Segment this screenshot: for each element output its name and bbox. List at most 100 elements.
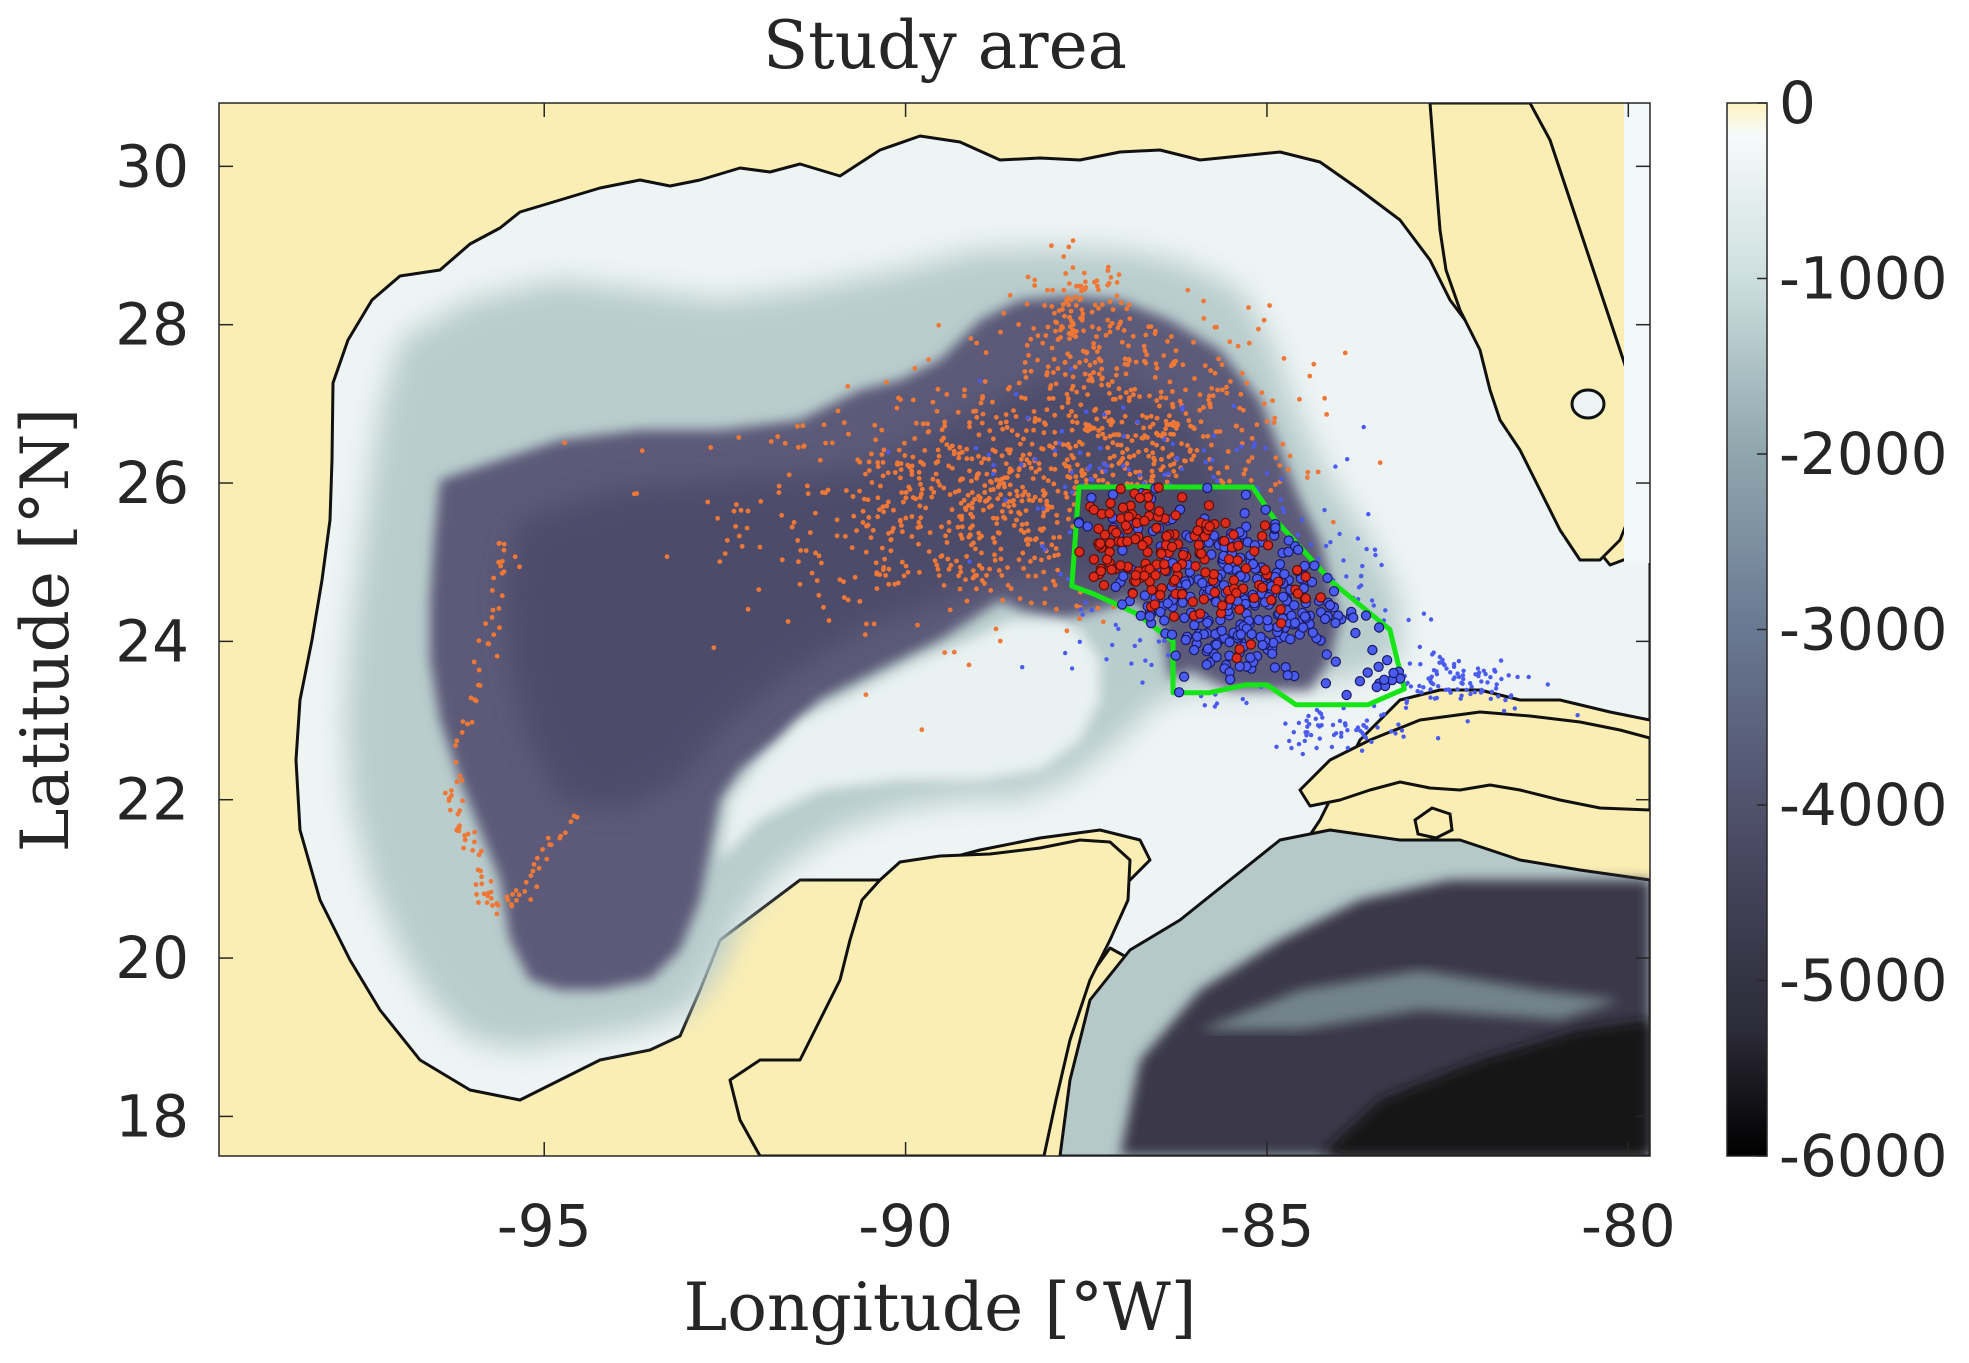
orange-point — [1220, 387, 1225, 393]
blue-point — [1437, 654, 1443, 660]
y-tick-label: 18 — [115, 1082, 189, 1150]
red-study-point — [1275, 604, 1286, 615]
blue-point — [1456, 658, 1462, 664]
red-study-point — [1265, 594, 1277, 606]
orange-point — [933, 460, 939, 466]
orange-point — [1059, 404, 1065, 410]
blue-study-point — [1319, 613, 1331, 625]
orange-point — [894, 462, 900, 467]
blue-study-point — [1117, 545, 1128, 556]
orange-point — [909, 463, 915, 469]
orange-point — [1170, 389, 1175, 394]
orange-point — [1069, 409, 1074, 414]
blue-point — [1058, 572, 1063, 577]
red-study-point — [1088, 504, 1100, 515]
orange-point — [977, 497, 982, 503]
orange-track-point — [454, 827, 460, 833]
blue-point — [1375, 725, 1380, 730]
orange-point — [980, 394, 986, 399]
orange-point — [956, 455, 962, 461]
orange-point — [963, 577, 968, 583]
orange-track-point — [498, 563, 504, 569]
orange-point — [999, 573, 1005, 578]
orange-point — [909, 468, 915, 474]
orange-point — [1084, 349, 1090, 355]
orange-point — [1005, 565, 1010, 570]
orange-point — [1057, 534, 1062, 540]
orange-point — [880, 567, 886, 573]
blue-study-point — [1279, 568, 1290, 580]
orange-point — [1087, 362, 1093, 368]
blue-point — [1283, 721, 1288, 726]
orange-point — [1011, 408, 1016, 413]
orange-point — [918, 495, 923, 500]
orange-point — [1005, 447, 1010, 452]
orange-point — [1142, 348, 1148, 354]
x-axis-ticks: -95 -90 -85 -80 — [497, 103, 1676, 1260]
orange-point — [852, 574, 858, 580]
orange-point — [797, 581, 803, 587]
blue-point — [886, 449, 891, 455]
orange-point — [927, 530, 933, 535]
red-study-point — [1240, 563, 1252, 574]
red-study-point — [1292, 588, 1304, 599]
orange-point — [936, 322, 942, 328]
orange-point — [905, 569, 911, 575]
blue-point — [1110, 642, 1115, 648]
orange-track-point — [558, 833, 564, 839]
orange-point — [992, 540, 998, 545]
orange-track-point — [496, 606, 502, 611]
blue-point — [1364, 725, 1369, 730]
blue-point — [1322, 507, 1327, 513]
red-study-point — [1095, 538, 1106, 549]
blue-point — [1330, 722, 1336, 728]
orange-point — [1122, 356, 1128, 362]
orange-point — [1074, 389, 1079, 395]
orange-point — [939, 427, 945, 433]
orange-point — [1311, 361, 1317, 367]
orange-point — [841, 420, 847, 426]
orange-point — [912, 365, 918, 371]
orange-point — [1007, 482, 1013, 488]
orange-point — [897, 517, 903, 523]
orange-point — [976, 432, 982, 438]
blue-point — [1201, 448, 1207, 453]
orange-point — [866, 515, 872, 520]
orange-point — [936, 573, 942, 578]
map-title: Study area — [763, 7, 1127, 84]
orange-point — [1004, 425, 1010, 430]
orange-point — [1067, 314, 1072, 320]
orange-point — [1028, 336, 1034, 342]
blue-point — [1389, 729, 1394, 734]
orange-point — [970, 514, 976, 520]
red-study-point — [1117, 502, 1129, 513]
orange-point — [946, 528, 952, 534]
orange-track-point — [513, 888, 519, 893]
orange-point — [935, 386, 941, 392]
blue-study-point — [1239, 508, 1250, 519]
orange-track-point — [490, 607, 496, 613]
blue-study-point — [1360, 610, 1372, 621]
orange-track-point — [488, 878, 494, 884]
orange-point — [1108, 417, 1114, 423]
orange-point — [964, 598, 970, 604]
orange-point — [1183, 387, 1188, 393]
blue-point — [1417, 644, 1423, 650]
orange-point — [994, 515, 1000, 521]
blue-point — [1435, 736, 1441, 741]
orange-point — [1049, 504, 1055, 510]
orange-point — [983, 498, 988, 504]
orange-point — [1185, 287, 1191, 293]
blue-point — [1465, 719, 1470, 724]
red-study-point — [1177, 549, 1189, 561]
orange-track-point — [544, 856, 550, 862]
orange-track-point — [508, 902, 514, 907]
orange-point — [889, 529, 895, 534]
orange-point — [939, 438, 945, 443]
orange-point — [1128, 387, 1134, 393]
red-study-point — [1137, 540, 1148, 551]
orange-point — [886, 566, 892, 572]
blue-study-point — [1288, 600, 1300, 611]
orange-point — [756, 587, 762, 592]
red-study-point — [1208, 569, 1220, 580]
